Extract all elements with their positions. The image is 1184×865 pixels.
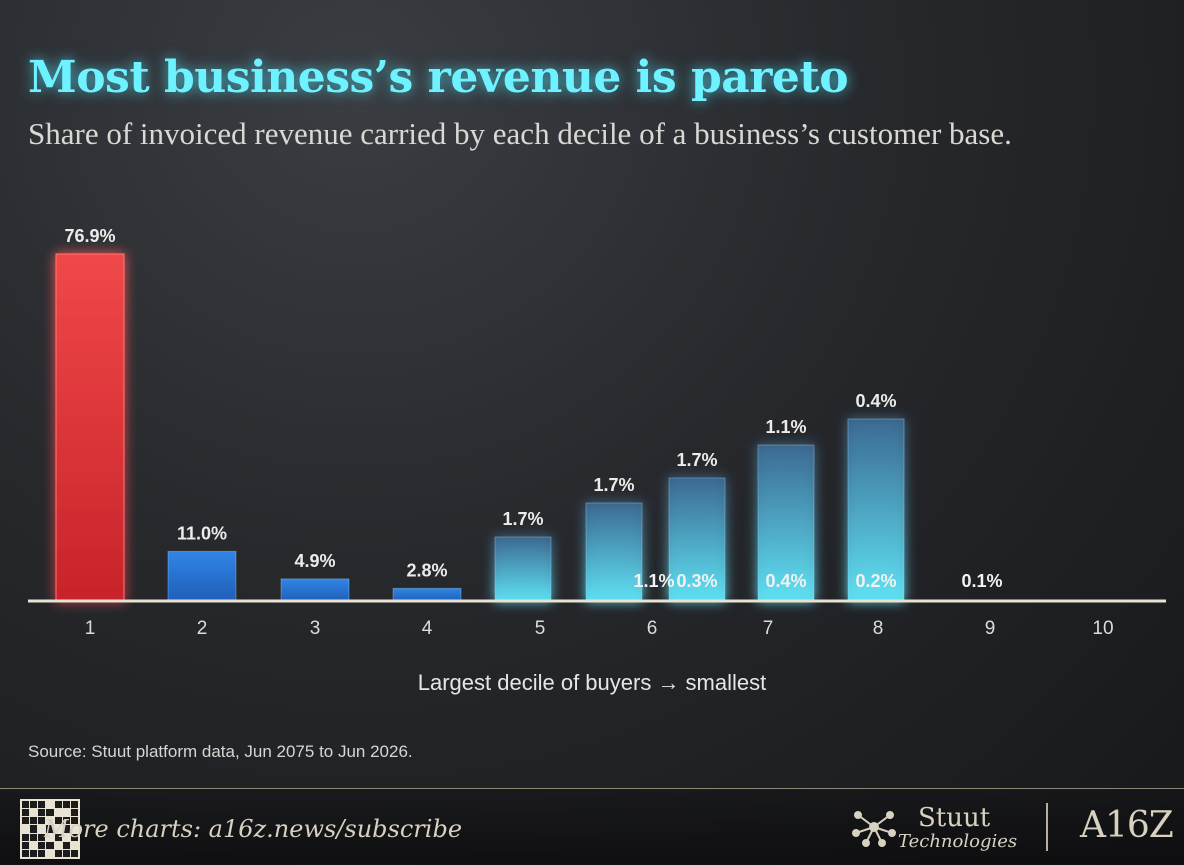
chart-subtitle: Share of invoiced revenue carried by eac… — [28, 116, 1012, 151]
x-tick-label-7: 7 — [763, 618, 774, 639]
bar-decile-3 — [280, 578, 350, 602]
bar-decile-7 — [668, 477, 726, 602]
brand-subtitle: Technologies — [898, 831, 1018, 852]
value-label-2: 11.0% — [177, 523, 227, 543]
value-label-1: 76.9% — [64, 226, 115, 246]
value-label-7: 1.7% — [676, 450, 717, 470]
x-tick-label-5: 5 — [535, 618, 546, 639]
bar-decile-1 — [55, 253, 125, 602]
x-tick-label-6: 6 — [647, 618, 658, 639]
baseline-label-7: 0.3% — [676, 571, 717, 591]
bar-decile-9 — [847, 418, 905, 602]
logo-divider — [1046, 803, 1048, 851]
x-tick-label-1: 1 — [85, 618, 96, 639]
bar-decile-6 — [585, 502, 643, 602]
x-tick-label-10: 10 — [1092, 618, 1113, 639]
bar-decile-5 — [494, 536, 552, 602]
value-label-4: 2.8% — [406, 560, 447, 580]
value-label-8: 1.1% — [765, 417, 806, 437]
chart-title: Most business’s revenue is pareto — [28, 52, 849, 103]
bar-decile-8 — [757, 444, 815, 602]
value-label-6: 1.7% — [593, 475, 634, 495]
x-tick-label-3: 3 — [310, 618, 321, 639]
bar-chart: 76.9% 1 11.0% 2 4.9% 3 2.8% 4 1.7% 5 1.7% 1.1% 6 1.7%… — [28, 226, 1166, 639]
baseline-label-9: 0.2% — [855, 571, 896, 591]
x-tick-label-2: 2 — [197, 618, 208, 639]
footer-bar: More charts: a16z.news/subscribe Stuut T… — [0, 788, 1184, 865]
a16z-logo: A16Z — [1080, 805, 1174, 846]
network-icon — [852, 811, 896, 847]
x-axis-label: Largest decile of buyers → smallest — [417, 670, 767, 695]
baseline-label-10: 0.1% — [961, 571, 1002, 591]
value-label-5: 1.7% — [502, 509, 543, 529]
value-label-9: 0.4% — [855, 391, 896, 411]
bar-decile-2 — [167, 550, 237, 602]
baseline-label-6: 1.1% — [633, 571, 674, 591]
x-tick-label-9: 9 — [985, 618, 996, 639]
brand-name: Stuut — [918, 803, 991, 833]
baseline-label-8: 0.4% — [765, 571, 806, 591]
subscribe-link[interactable]: More charts: a16z.news/subscribe — [44, 815, 463, 843]
x-tick-label-8: 8 — [873, 618, 884, 639]
qr-code-icon[interactable] — [20, 799, 80, 859]
source-note: Source: Stuut platform data, Jun 2075 to… — [28, 742, 413, 761]
value-label-3: 4.9% — [294, 551, 335, 571]
stuut-logo: Stuut Technologies — [850, 801, 1030, 853]
bar-decile-4 — [392, 587, 462, 602]
x-tick-label-4: 4 — [422, 618, 433, 639]
